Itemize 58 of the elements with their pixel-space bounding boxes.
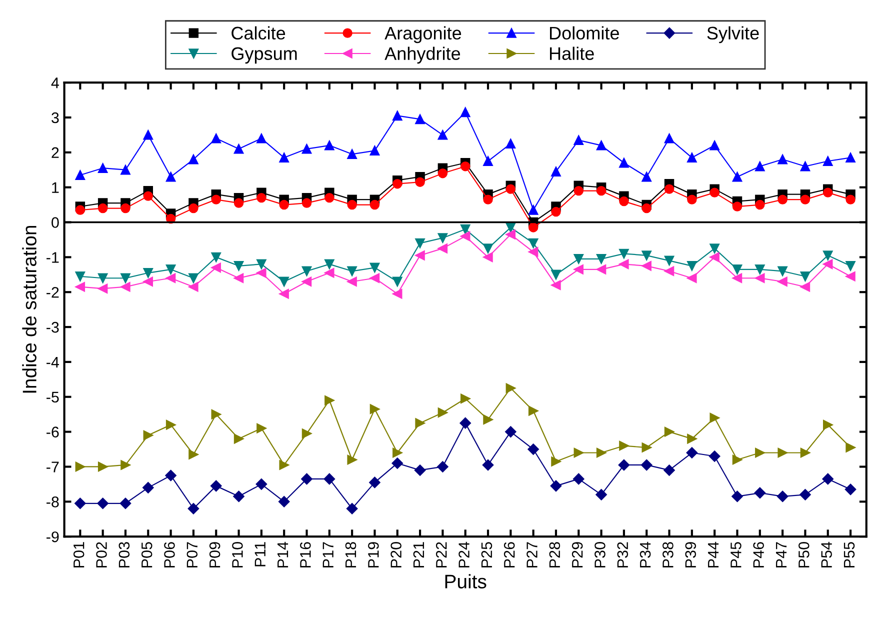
- y-tick-label: -5: [46, 392, 59, 403]
- x-tick-label: P44: [708, 542, 719, 568]
- x-tick-label: P24: [458, 542, 470, 568]
- x-tick-label: P55: [844, 542, 855, 568]
- x-tick-label: P54: [821, 542, 832, 568]
- legend-label: Sylvite: [707, 26, 759, 44]
- x-tick-label: P32: [617, 542, 628, 568]
- x-tick-label: P22: [436, 542, 447, 568]
- x-tick-label: P11: [254, 542, 266, 566]
- legend-label: Gypsum: [232, 47, 297, 64]
- x-tick-label: P16: [300, 542, 311, 568]
- x-tick-label: P46: [753, 542, 764, 568]
- x-tick-label: P27: [526, 542, 538, 568]
- y-tick-label: -4: [46, 356, 59, 368]
- y-tick-label: 0: [52, 217, 59, 228]
- y-tick-label: -3: [46, 322, 59, 333]
- legend-label: Halite: [550, 46, 594, 60]
- y-tick-label: 4: [51, 78, 59, 88]
- x-tick-label: P09: [209, 542, 220, 568]
- x-axis-title: Puits: [445, 574, 486, 588]
- y-tick-label: -6: [46, 426, 59, 438]
- x-tick-label: P20: [390, 542, 402, 568]
- x-tick-label: P45: [730, 542, 742, 568]
- y-tick-label: 2: [52, 147, 59, 158]
- x-tick-label: P10: [232, 542, 243, 568]
- x-tick-label: P02: [96, 542, 107, 568]
- x-tick-label: P34: [640, 542, 651, 568]
- y-tick-label: -7: [46, 462, 59, 472]
- legend-label: Dolomite: [550, 26, 619, 40]
- x-tick-label: P38: [662, 542, 674, 568]
- x-tick-label: P17: [322, 542, 334, 568]
- x-tick-label: P25: [481, 542, 492, 568]
- x-tick-label: P07: [186, 542, 198, 568]
- x-tick-label: P39: [685, 542, 696, 568]
- y-tick-label: -8: [46, 496, 59, 508]
- x-tick-label: P47: [776, 542, 787, 568]
- x-tick-label: P28: [549, 542, 560, 568]
- legend-label: Anhydrite: [384, 46, 460, 64]
- x-tick-label: P18: [345, 542, 356, 568]
- x-tick-label: P14: [278, 542, 288, 568]
- x-tick-label: P19: [368, 542, 379, 568]
- y-tick-label: -1: [46, 252, 59, 263]
- y-tick-label: 3: [52, 112, 59, 124]
- x-tick-label: P30: [594, 542, 606, 568]
- x-tick-label: P29: [572, 542, 583, 568]
- y-tick-label: 1: [52, 182, 59, 193]
- legend-label: Aragonite: [384, 26, 462, 44]
- x-tick-label: P06: [164, 542, 175, 568]
- legend-label: Calcite: [232, 26, 286, 40]
- x-tick-label: P26: [504, 542, 515, 568]
- x-tick-label: P01: [73, 542, 84, 568]
- y-tick-label: -9: [46, 531, 59, 542]
- y-tick-label: -2: [46, 286, 59, 298]
- x-tick-label: P21: [413, 542, 424, 568]
- x-tick-label: P05: [141, 542, 152, 568]
- x-tick-label: P50: [798, 542, 810, 568]
- y-axis-title: Indice de saturation: [22, 226, 36, 393]
- x-tick-label: P03: [118, 542, 130, 568]
